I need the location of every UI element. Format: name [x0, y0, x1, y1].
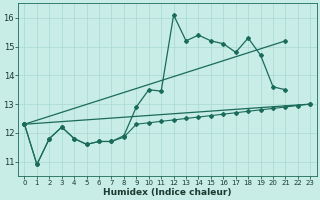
- X-axis label: Humidex (Indice chaleur): Humidex (Indice chaleur): [103, 188, 232, 197]
